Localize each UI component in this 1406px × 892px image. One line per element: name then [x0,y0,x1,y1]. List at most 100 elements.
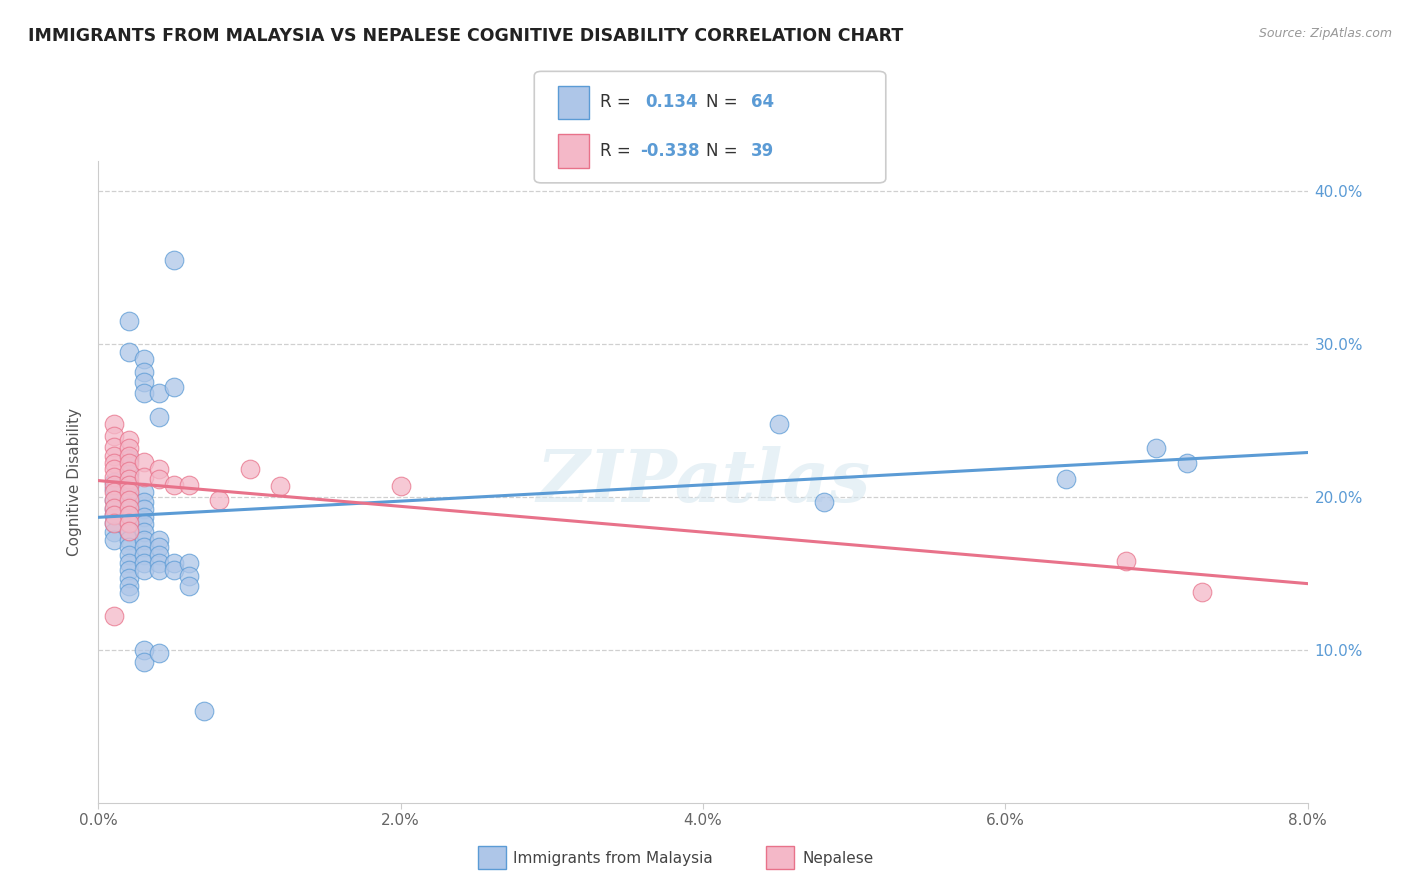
Point [118,508,141,523]
Point [103,483,125,497]
Point [118,434,141,448]
Point [103,470,125,484]
Point [132,643,155,657]
Point [148,462,170,476]
Point [179,569,201,583]
Point [103,449,125,463]
Point [118,344,141,359]
Point [103,429,125,443]
Point [118,449,141,463]
Point [118,451,141,466]
Point [118,314,141,328]
Point [118,541,141,555]
Point [118,500,141,515]
Point [132,533,155,547]
Point [269,479,291,493]
Text: Immigrants from Malaysia: Immigrants from Malaysia [513,851,713,865]
Y-axis label: Cognitive Disability: Cognitive Disability [67,408,83,556]
Point [179,477,201,491]
Text: N =: N = [706,94,742,112]
Point [118,493,141,508]
Text: R =: R = [600,94,637,112]
Text: Nepalese: Nepalese [803,851,875,865]
Point [768,417,790,431]
Text: R =: R = [600,142,637,160]
Point [118,499,141,513]
Point [103,508,125,523]
Point [103,477,125,491]
Point [163,477,186,491]
Text: IMMIGRANTS FROM MALAYSIA VS NEPALESE COGNITIVE DISABILITY CORRELATION CHART: IMMIGRANTS FROM MALAYSIA VS NEPALESE COG… [28,27,904,45]
Point [132,470,155,484]
Point [118,524,141,538]
Point [1054,472,1077,486]
Point [132,502,155,516]
Point [132,376,155,390]
Point [103,502,125,516]
Text: ZIPatlas: ZIPatlas [536,446,870,517]
Point [118,477,141,491]
Point [148,472,170,486]
Point [118,508,141,523]
Point [103,516,125,530]
Point [103,475,125,489]
Point [118,441,141,455]
Point [132,509,155,524]
Point [132,655,155,669]
Text: 39: 39 [751,142,775,160]
Point [118,563,141,577]
Point [132,352,155,367]
Point [118,456,141,470]
Point [103,485,125,500]
Point [118,516,141,530]
Point [118,467,141,481]
Point [103,609,125,624]
Point [103,533,125,547]
Point [1191,584,1213,599]
Point [118,579,141,593]
Point [193,704,215,718]
Text: N =: N = [706,142,742,160]
Point [163,252,186,267]
Point [163,556,186,570]
Point [132,386,155,401]
Point [148,533,170,547]
Point [103,525,125,540]
Point [103,516,125,530]
Point [148,541,170,555]
Point [1115,554,1137,568]
Text: 64: 64 [751,94,773,112]
Point [132,455,155,469]
Point [103,440,125,454]
Point [1175,456,1198,470]
Point [103,493,125,508]
Point [179,556,201,570]
Point [148,548,170,562]
Point [103,462,125,476]
Point [163,563,186,577]
Point [132,548,155,562]
Text: -0.338: -0.338 [640,142,699,160]
Text: 0.134: 0.134 [645,94,697,112]
Text: Source: ZipAtlas.com: Source: ZipAtlas.com [1258,27,1392,40]
Point [179,579,201,593]
Point [103,493,125,508]
Point [813,494,835,508]
Point [148,386,170,401]
Point [148,410,170,425]
Point [118,586,141,600]
Point [103,508,125,523]
Point [132,541,155,555]
Point [118,533,141,547]
Point [103,500,125,515]
Point [148,556,170,570]
Point [103,417,125,431]
Point [163,380,186,394]
Point [132,563,155,577]
Point [118,556,141,570]
Point [132,485,155,500]
Point [118,464,141,478]
Point [118,477,141,491]
Point [148,563,170,577]
Point [118,525,141,540]
